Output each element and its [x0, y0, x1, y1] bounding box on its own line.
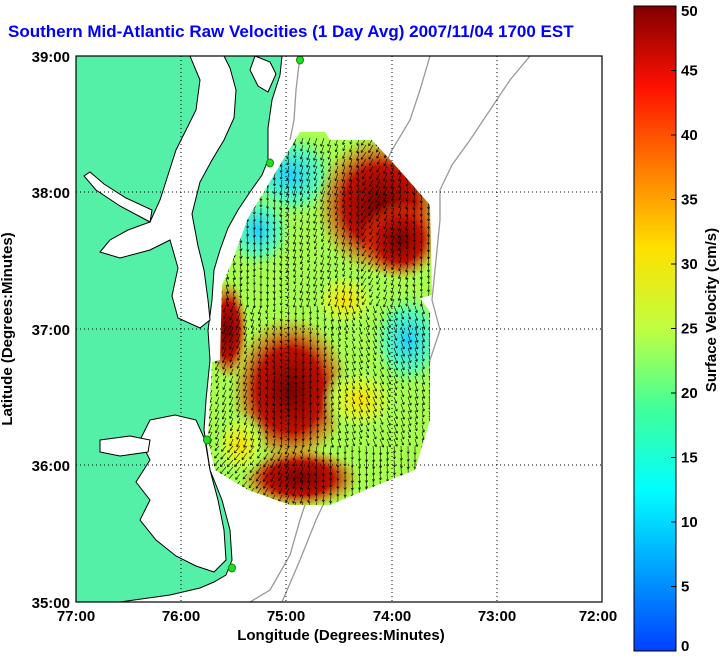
colorbar-tick-label: 5 [681, 579, 689, 596]
y-axis-ticks: 39:00 38:00 37:00 36:00 35:00 [32, 49, 70, 612]
station-marker [228, 563, 236, 573]
x-tick-label: 72:00 [579, 608, 617, 625]
x-tick-label: 75:00 [267, 608, 305, 625]
x-axis-ticks: 77:00 76:00 75:00 74:00 73:00 72:00 [57, 608, 617, 625]
y-tick-label: 36:00 [32, 458, 70, 475]
potomac-river [83, 171, 153, 223]
albemarle-sound [99, 435, 151, 457]
colorbar-tick-label: 45 [681, 63, 698, 80]
station-markers [203, 56, 304, 573]
x-axis-label: Longitude (Degrees:Minutes) [237, 627, 445, 644]
y-tick-label: 35:00 [32, 595, 70, 612]
x-tick-label: 76:00 [162, 608, 200, 625]
grid-lines [76, 56, 602, 602]
colorbar-tick-label: 0 [681, 638, 689, 655]
y-tick-label: 39:00 [32, 49, 70, 66]
colorbar-label: Surface Velocity (cm/s) [703, 228, 720, 392]
colorbar-ticks: 0 5 10 15 20 25 30 35 40 45 50 [671, 3, 698, 655]
colorbar-tick-label: 10 [681, 514, 698, 531]
colorbar: 0 5 10 15 20 25 30 35 40 45 50 Surface Velocity (c… [633, 3, 720, 655]
station-marker [266, 158, 274, 168]
colorbar-tick-label: 40 [681, 127, 698, 144]
pamlico-sound [135, 414, 227, 573]
station-marker [203, 435, 211, 445]
delaware-bay [249, 56, 277, 93]
y-axis-label: Latitude (Degrees:Minutes) [0, 232, 16, 425]
y-tick-label: 37:00 [32, 322, 70, 339]
colorbar-tick-label: 35 [681, 192, 698, 209]
colorbar-tick-label: 20 [681, 385, 698, 402]
plot-frame [75, 55, 603, 603]
colorbar-tick-label: 15 [681, 450, 698, 467]
station-marker [296, 56, 304, 65]
map-title: Southern Mid-Atlantic Raw Velocities (1 … [8, 22, 574, 41]
colorbar-gradient [633, 5, 677, 652]
x-tick-label: 73:00 [478, 608, 516, 625]
bathymetry-contour [289, 56, 301, 141]
y-tick-label: 38:00 [32, 185, 70, 202]
colorbar-tick-label: 25 [681, 321, 698, 338]
x-tick-label: 77:00 [57, 608, 95, 625]
x-tick-label: 74:00 [373, 608, 411, 625]
colorbar-tick-label: 50 [681, 3, 698, 20]
land-mass [76, 56, 283, 602]
colorbar-tick-label: 30 [681, 256, 698, 273]
